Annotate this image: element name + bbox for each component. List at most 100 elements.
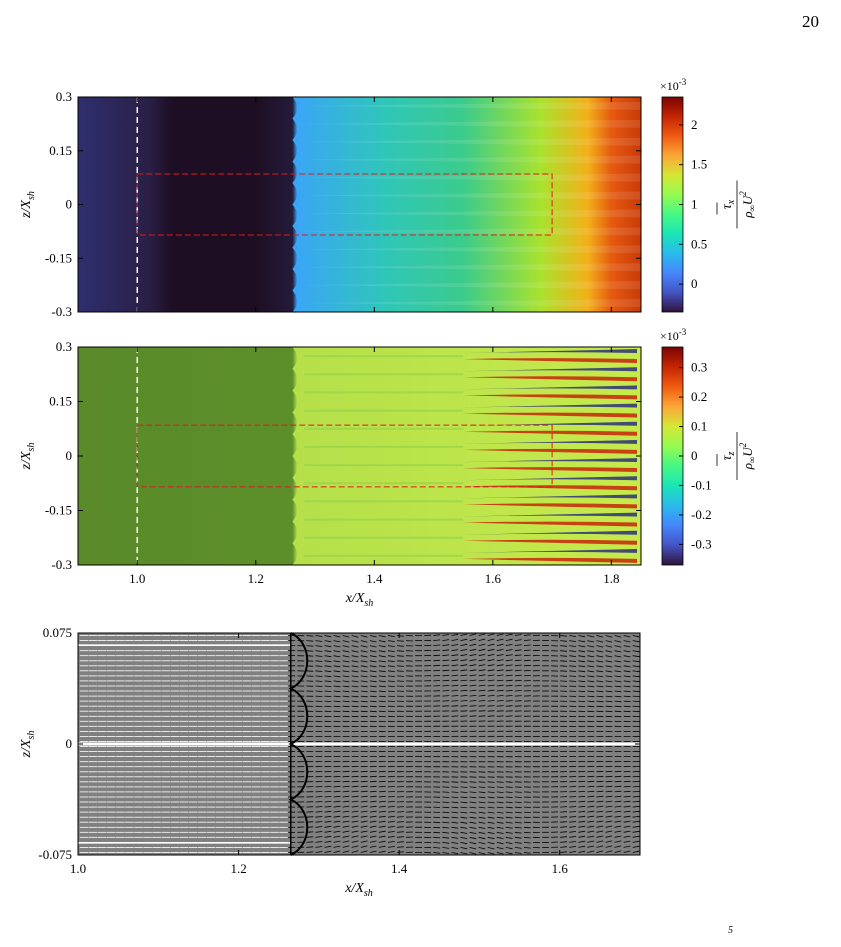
panel-c-arrow — [487, 852, 495, 855]
panel-c-arrow — [587, 675, 595, 678]
panel-c-arrow — [378, 700, 386, 702]
panel-c-arrow — [632, 786, 640, 788]
y-tick-label: 0.3 — [56, 89, 72, 104]
panel-b-negative-streak — [463, 476, 637, 481]
panel-b-roi-box — [136, 424, 553, 488]
panel-c-arrow — [360, 670, 368, 673]
panel-c-arrow — [360, 815, 368, 818]
panel-c-arrow — [596, 705, 604, 708]
panel-a-streak-band — [300, 101, 641, 110]
panel-c-arrow — [342, 840, 350, 843]
panel-c-arrow — [360, 675, 368, 678]
panel-c-arrow — [596, 770, 604, 773]
panel-c-arrow — [397, 831, 404, 833]
panel-c-arrow — [578, 645, 586, 648]
panel-c-arrow — [397, 650, 404, 652]
panel-c-arrow — [315, 635, 323, 637]
panel-c-arrow — [496, 633, 504, 636]
panel-c-arrow — [505, 791, 513, 793]
panel-c-arrow — [596, 835, 604, 838]
panel-c-arrow — [433, 644, 441, 646]
panel-c-arrow — [596, 820, 604, 823]
panel-c-arrow — [342, 640, 350, 643]
panel-c-arrow — [315, 806, 323, 808]
panel-c-arrow — [505, 664, 513, 667]
panel-b-positive-streak — [463, 521, 637, 527]
panel-c-arrow — [632, 810, 640, 813]
panel-c-arrow — [605, 665, 613, 668]
panel-c-arrow — [632, 690, 640, 692]
panel-c-arrow — [514, 674, 522, 677]
panel-c-arrow — [505, 826, 513, 829]
panel-c-arrow — [614, 785, 622, 788]
panel-c-arrow — [523, 821, 531, 824]
panel-c-arrow — [333, 640, 341, 643]
colorbar-tick-label: 1 — [691, 197, 698, 212]
panel-c-arrow — [351, 635, 359, 638]
panel-c-arrow — [378, 675, 386, 678]
panel-c-arrow — [378, 655, 386, 658]
panel-c-arrow — [387, 685, 395, 687]
panel-c-arrow — [587, 690, 595, 693]
panel-c-arrow — [569, 831, 577, 833]
panel-c-arrow — [596, 810, 604, 813]
panel-c-arrow — [605, 795, 613, 798]
x-tick-label: 1.2 — [248, 571, 264, 586]
panel-c-arrow — [469, 796, 477, 799]
panel-c-arrow — [315, 655, 323, 657]
panel-c-arrow — [505, 649, 513, 652]
panel-c-arrow — [614, 795, 622, 798]
panel-a-streak-band — [300, 209, 641, 218]
panel-c-arrow — [478, 689, 486, 692]
panel-c-arrow — [342, 805, 350, 808]
panel-c-arrow — [614, 805, 622, 808]
panel-c-arrow — [578, 670, 586, 673]
panel-c-arrow — [578, 675, 586, 678]
panel-c-arrow — [605, 675, 613, 678]
panel-c-arrow — [333, 695, 341, 698]
panel-c-arrow — [478, 659, 486, 662]
panel-c-arrow — [342, 700, 350, 703]
panel-c-arrow — [378, 835, 386, 838]
panel-c-arrow — [387, 665, 395, 667]
panel-c-arrow — [360, 850, 368, 853]
y-tick-label: -0.3 — [51, 557, 72, 572]
panel-c-arrow — [469, 791, 477, 793]
panel-a-streak-band — [300, 227, 641, 236]
panel-c-arrow — [469, 786, 477, 788]
panel-c-arrow — [623, 650, 631, 653]
panel-c-arrow — [451, 644, 459, 646]
panel-c-arrow — [623, 800, 631, 803]
panel-c-arrow — [487, 669, 495, 672]
panel-c-arrow — [478, 674, 486, 677]
panel-c-arrow — [433, 852, 441, 854]
panel-c-arrow — [523, 675, 531, 677]
panel-c-arrow — [433, 821, 441, 824]
panel-b-colorbar-label: τzρ∞U2 — [716, 432, 757, 480]
panel-c-arrow — [514, 796, 522, 798]
panel-c-arrow — [487, 684, 495, 687]
panel-c-arrow — [397, 635, 404, 637]
panel-c-arrow — [478, 786, 486, 788]
panel-c-arrow — [378, 695, 386, 698]
panel-c-arrow — [451, 816, 459, 819]
panel-c-arrow — [315, 675, 323, 677]
panel-c-arrow — [369, 800, 377, 803]
panel-c-arrow — [614, 695, 622, 698]
panel-c-arrow — [369, 640, 377, 643]
panel-c-arrow — [442, 816, 450, 819]
panel-a-streak-band — [300, 299, 641, 308]
panel-c-arrow — [442, 634, 450, 636]
panel-c-arrow — [333, 705, 341, 708]
panel-c-arrow — [514, 685, 522, 687]
panel-c-arrow — [369, 780, 377, 783]
panel-c-arrow — [605, 820, 613, 823]
panel-c-arrow — [632, 685, 640, 688]
panel-c-arrow — [469, 684, 477, 687]
panel-c-arrow — [632, 670, 640, 673]
y-tick-label: -0.15 — [45, 250, 72, 265]
panel-c-arrow — [360, 645, 368, 648]
panel-c-arrow — [587, 820, 595, 823]
panel-c-arrow — [578, 650, 586, 653]
panel-c-arrow — [333, 805, 341, 808]
